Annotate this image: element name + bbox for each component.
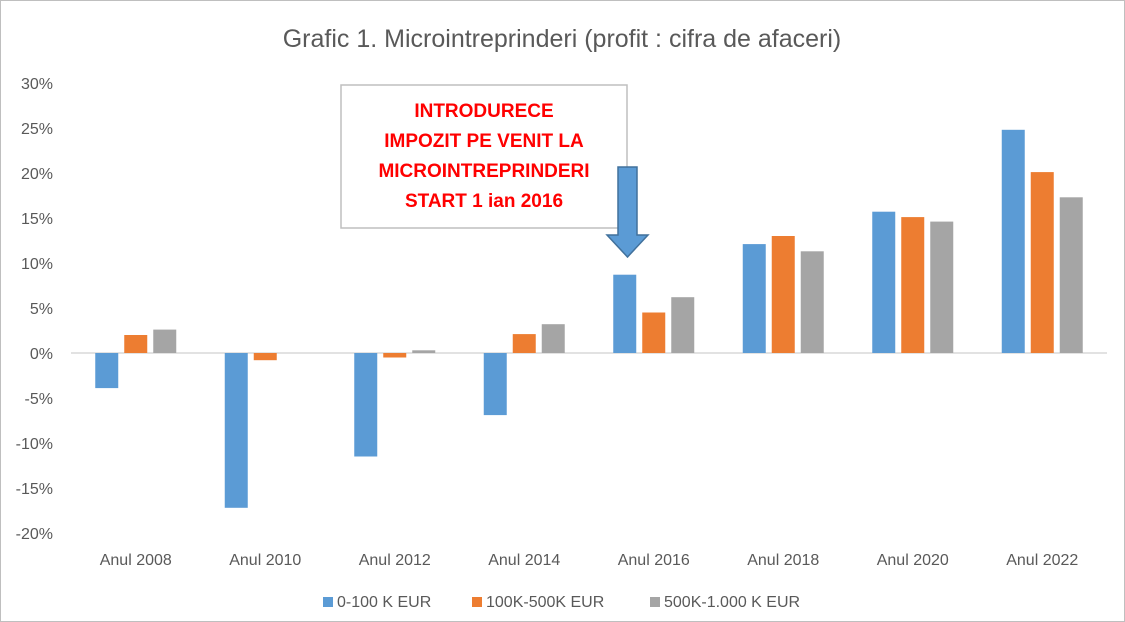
x-axis-labels: Anul 2008 Anul 2010 Anul 2012 Anul 2014 Anul… xyxy=(100,552,1079,569)
bar xyxy=(771,236,795,353)
y-tick-label: 0% xyxy=(30,346,53,363)
down-arrow-icon xyxy=(605,166,650,259)
x-tick-label: Anul 2012 xyxy=(359,552,431,569)
bar xyxy=(901,217,925,353)
chart-title: Grafic 1. Microintreprinderi (profit : c… xyxy=(283,25,842,53)
annotation: INTRODURECE IMPOZIT PE VENIT LA MICROINT… xyxy=(340,84,650,259)
bar xyxy=(95,353,119,389)
y-tick-label: 15% xyxy=(21,211,53,228)
x-tick-label: Anul 2008 xyxy=(100,552,172,569)
bar xyxy=(1030,172,1054,353)
y-tick-label: 30% xyxy=(21,76,53,93)
annotation-box xyxy=(340,84,628,229)
bar xyxy=(1059,197,1083,353)
bar xyxy=(483,353,507,416)
annotation-line-3: MICROINTREPRINDERI xyxy=(378,161,589,182)
bar xyxy=(872,211,896,353)
bar xyxy=(800,251,824,353)
y-tick-label: 25% xyxy=(21,121,53,138)
x-tick-label: Anul 2010 xyxy=(229,552,301,569)
y-tick-label: -5% xyxy=(25,391,53,408)
legend-swatch xyxy=(472,597,482,607)
bars xyxy=(95,129,1083,508)
annotation-line-4: START 1 ian 2016 xyxy=(405,191,563,212)
bar xyxy=(613,274,637,353)
y-tick-label: -20% xyxy=(16,526,53,543)
annotation-line-1: INTRODURECE xyxy=(414,101,553,122)
bar xyxy=(1001,129,1025,353)
legend-swatch xyxy=(323,597,333,607)
bar xyxy=(930,221,954,353)
y-tick-label: 20% xyxy=(21,166,53,183)
bar xyxy=(153,329,177,353)
bar xyxy=(671,297,695,353)
bar xyxy=(354,353,378,457)
legend-label: 0-100 K EUR xyxy=(337,594,431,611)
legend-label: 500K-1.000 K EUR xyxy=(664,594,800,611)
x-tick-label: Anul 2014 xyxy=(488,552,560,569)
annotation-line-2: IMPOZIT PE VENIT LA xyxy=(384,131,584,152)
bar xyxy=(642,312,666,353)
y-tick-label: 5% xyxy=(30,301,53,318)
bar xyxy=(383,353,407,358)
y-tick-label: -10% xyxy=(16,436,53,453)
x-tick-label: Anul 2018 xyxy=(747,552,819,569)
y-axis-labels: -20% -15% -10% -5% 0% 5% 10% 15% 20% 25% 30% xyxy=(16,76,53,543)
x-tick-label: Anul 2022 xyxy=(1006,552,1078,569)
bar xyxy=(124,335,148,353)
bar xyxy=(742,244,766,353)
x-tick-label: Anul 2020 xyxy=(877,552,949,569)
y-tick-label: 10% xyxy=(21,256,53,273)
bar xyxy=(412,350,436,353)
bar xyxy=(512,334,536,353)
bar xyxy=(253,353,277,361)
legend: 0-100 K EUR 100K-500K EUR 500K-1.000 K EUR xyxy=(323,594,800,611)
legend-swatch xyxy=(650,597,660,607)
x-tick-label: Anul 2016 xyxy=(618,552,690,569)
bar xyxy=(224,353,248,508)
legend-label: 100K-500K EUR xyxy=(486,594,604,611)
bar xyxy=(541,324,565,353)
y-tick-label: -15% xyxy=(16,481,53,498)
